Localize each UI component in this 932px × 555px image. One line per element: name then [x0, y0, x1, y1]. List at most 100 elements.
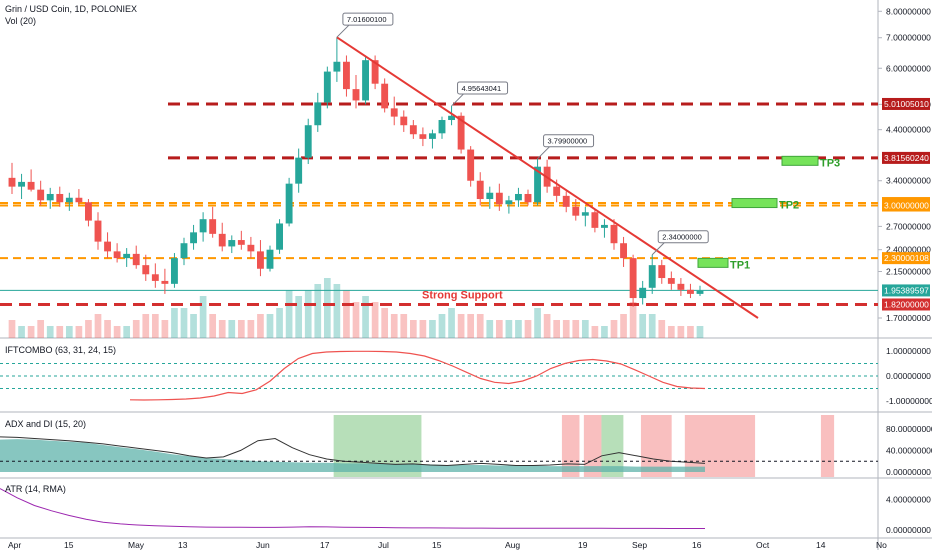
- volume-bar: [333, 284, 341, 338]
- candle-body: [610, 224, 618, 244]
- volume-bar: [409, 320, 417, 338]
- volume-bar: [132, 320, 140, 338]
- x-tick-label: Aug: [505, 540, 520, 550]
- volume-bar: [562, 320, 570, 338]
- volume-bar: [505, 320, 513, 338]
- candle-body: [151, 274, 159, 281]
- volume-bar: [524, 320, 532, 338]
- volume-bar: [314, 284, 322, 338]
- candle-body: [218, 233, 226, 247]
- volume-bar: [199, 296, 207, 338]
- atr-y-tick: 4.00000000: [886, 494, 931, 504]
- x-tick-label: Oct: [756, 540, 770, 550]
- x-tick-label: 17: [320, 540, 330, 550]
- price-tag: 3.81560240: [884, 153, 929, 163]
- candle-body: [448, 115, 455, 121]
- volume-bar: [581, 320, 589, 338]
- candle-body: [180, 243, 188, 259]
- candle-body: [285, 183, 293, 224]
- candle-body: [46, 193, 54, 201]
- x-tick-label: 15: [64, 540, 74, 550]
- volume-bar: [85, 320, 92, 338]
- volume-bar: [237, 320, 245, 338]
- callout-label: 3.79900000: [548, 137, 588, 146]
- candle-body: [228, 240, 236, 247]
- volume-bar: [572, 320, 580, 338]
- x-tick-label: 19: [578, 540, 588, 550]
- price-tag-bg: [882, 252, 930, 265]
- volume-bar: [438, 314, 446, 338]
- adx-pane-title: ADX and DI (15, 20): [5, 419, 87, 429]
- candle-body: [371, 60, 379, 84]
- candle-body: [486, 192, 494, 200]
- ift-pane-title: IFTCOMBO (63, 31, 24, 15): [5, 345, 117, 355]
- volume-bar: [247, 320, 255, 338]
- price-tag: 3.00000000: [884, 201, 929, 211]
- atr-y-tick: 0.00000000: [886, 525, 931, 535]
- candle-body: [390, 108, 398, 117]
- volume-bar: [37, 320, 45, 338]
- candle-body: [94, 220, 102, 242]
- volume-bar: [400, 314, 408, 338]
- candle-body: [266, 249, 274, 269]
- volume-bar: [27, 326, 35, 338]
- volume-bar: [56, 326, 64, 338]
- adx-y-tick: 40.00000000: [886, 445, 932, 455]
- volume-bar: [696, 326, 704, 338]
- price-y-tick: 2.70000000: [886, 221, 931, 231]
- price-y-tick: 2.40000000: [886, 245, 931, 255]
- candle-body: [304, 125, 312, 158]
- price-tag: 2.30000108: [884, 253, 929, 263]
- volume-bar: [94, 314, 102, 338]
- callout-leader: [651, 242, 665, 256]
- candle-body: [524, 193, 532, 203]
- volume-bar: [171, 308, 178, 338]
- volume-bar: [371, 302, 379, 338]
- volume-bar: [543, 314, 551, 338]
- candle-body: [476, 180, 484, 200]
- volume-bar: [113, 326, 121, 338]
- price-tag: 5.01005010: [884, 99, 929, 109]
- candle-body: [409, 125, 417, 135]
- candle-body: [295, 157, 303, 184]
- candle-body: [113, 251, 121, 259]
- volume-bar: [476, 314, 484, 338]
- volume-bar: [190, 314, 197, 338]
- volume-bar: [362, 296, 369, 338]
- adx-bg-band: [820, 415, 835, 477]
- volume-bar: [323, 278, 331, 338]
- tp-box-tp3: [781, 155, 819, 166]
- volume-bar: [295, 296, 303, 338]
- candle-body: [199, 219, 207, 233]
- volume-bar: [276, 308, 283, 338]
- price-tag: 1.82000000: [884, 299, 929, 309]
- candle-body: [37, 189, 45, 201]
- volume-bar: [161, 320, 169, 338]
- candle-body: [553, 186, 561, 196]
- volume-label: Vol (20): [5, 16, 37, 26]
- price-tag-bg: [882, 199, 930, 212]
- trendline: [336, 36, 759, 319]
- volume-bar: [75, 326, 83, 338]
- candle-body: [581, 212, 589, 216]
- callout-leader: [537, 146, 550, 160]
- volume-bar: [352, 302, 360, 338]
- volume-bar: [667, 326, 675, 338]
- candle-body: [237, 240, 245, 245]
- volume-bar: [677, 326, 685, 338]
- candle-body: [65, 197, 73, 203]
- candle-body: [667, 278, 675, 284]
- volume-bar: [495, 320, 503, 338]
- symbol-title: Grin / USD Coin, 1D, POLONIEX: [5, 4, 138, 14]
- volume-bar: [448, 308, 455, 338]
- candle-body: [323, 71, 331, 103]
- candle-body: [132, 253, 140, 266]
- atr-pane-title: ATR (14, RMA): [5, 484, 66, 494]
- candle-body: [620, 243, 627, 259]
- candle-body: [419, 134, 427, 139]
- candle-body: [658, 265, 666, 279]
- volume-bar: [209, 314, 217, 338]
- x-tick-label: Jul: [378, 540, 389, 550]
- candle-body: [381, 83, 389, 109]
